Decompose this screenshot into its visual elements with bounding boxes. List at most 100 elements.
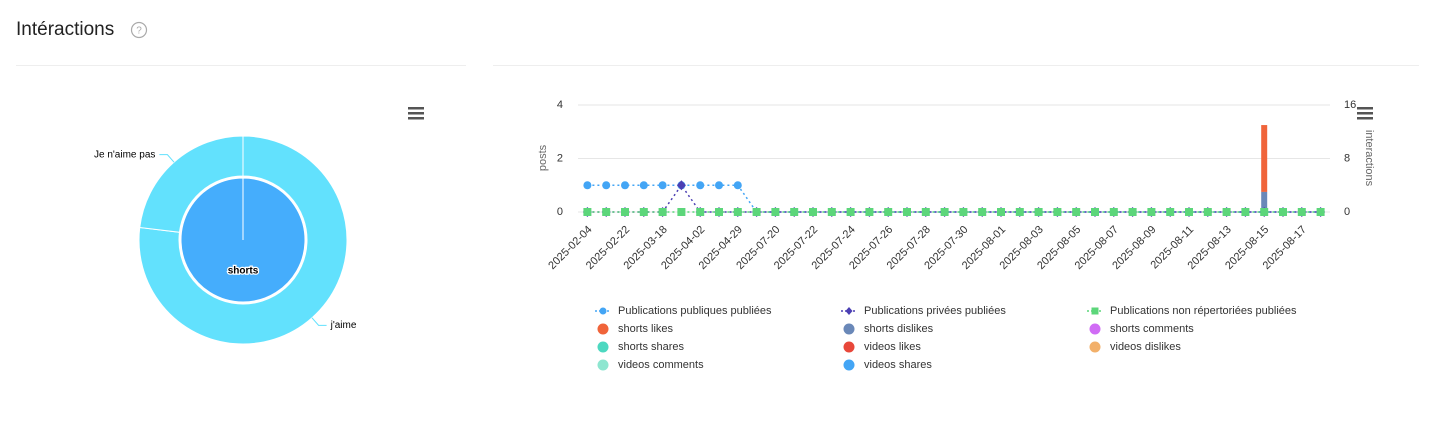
menu-button[interactable] [408, 107, 424, 120]
title: Intéractions [16, 19, 114, 40]
pie-slice [138, 135, 348, 345]
y-tick-label: 4 [557, 99, 563, 111]
marker [1034, 208, 1043, 216]
legend-item[interactable]: videos shares [843, 359, 933, 371]
marker [715, 208, 723, 216]
marker [1316, 208, 1325, 216]
marker [696, 181, 705, 190]
legend-item[interactable]: videos comments [597, 359, 705, 371]
legend-label: Publications privées publiées [864, 305, 1006, 317]
legend-label: videos comments [618, 359, 704, 371]
menu-button[interactable] [1357, 107, 1373, 120]
bar [1261, 125, 1268, 192]
legend-label: videos likes [864, 341, 921, 353]
svg-text:?: ? [136, 26, 142, 37]
legend-item[interactable]: shorts likes [597, 323, 674, 335]
legend-label: Publications non répertoriées publiées [1110, 305, 1297, 317]
marker [1128, 208, 1137, 216]
legend-symbol [597, 341, 609, 353]
marker [978, 208, 987, 216]
label-connector [311, 317, 327, 326]
marker [677, 208, 686, 216]
marker [903, 208, 911, 216]
marker [959, 208, 968, 216]
marker [1166, 208, 1175, 216]
marker [1109, 208, 1118, 216]
marker [639, 181, 648, 190]
marker [997, 208, 1005, 216]
legend-label: shorts comments [1110, 323, 1194, 335]
marker [790, 208, 799, 216]
legend-symbol [843, 341, 855, 353]
marker [1072, 208, 1081, 216]
marker [676, 180, 686, 191]
marker [639, 208, 648, 216]
marker [1053, 208, 1062, 216]
marker [733, 208, 742, 216]
marker [884, 208, 893, 216]
legend-item[interactable]: Publications publiques publiées [595, 305, 772, 317]
marker [583, 181, 592, 190]
legend-label: videos shares [864, 359, 932, 371]
marker [1260, 208, 1269, 216]
marker [583, 208, 592, 216]
marker [752, 208, 761, 216]
slice-label: j'aime [330, 320, 357, 331]
marker [1203, 208, 1212, 216]
marker [865, 208, 874, 216]
legend-symbol [599, 307, 607, 315]
legend-symbol [597, 323, 609, 335]
y-tick-label: 0 [557, 206, 563, 218]
marker [1185, 208, 1193, 216]
marker [1147, 208, 1156, 216]
marker [658, 181, 667, 190]
slice-label: Je n'aime pas [94, 149, 155, 160]
legend-symbol [845, 307, 853, 315]
legend-item[interactable]: Publications non répertoriées publiées [1087, 305, 1297, 317]
marker [921, 208, 930, 216]
legend-label: videos dislikes [1110, 341, 1181, 353]
marker [1297, 208, 1306, 216]
slice-label: shorts [228, 266, 259, 277]
legend-item[interactable]: Publications privées publiées [841, 305, 1006, 317]
marker [621, 208, 629, 216]
legend-item[interactable]: videos likes [843, 341, 922, 353]
y2-tick-label: 8 [1344, 152, 1350, 164]
legend-symbol [597, 359, 609, 371]
marker [771, 208, 780, 216]
legend-symbol [1091, 307, 1099, 315]
y2-axis-title: interactions [1363, 130, 1375, 187]
marker [940, 208, 949, 216]
marker [1015, 208, 1024, 216]
legend-symbol [1089, 323, 1101, 335]
legend-item[interactable]: shorts shares [597, 341, 685, 353]
y2-tick-label: 0 [1344, 206, 1350, 218]
legend-item[interactable]: shorts dislikes [843, 323, 934, 335]
y-axis-title: posts [537, 144, 549, 171]
help-icon[interactable]: ? [130, 21, 148, 39]
y2-tick-label: 16 [1344, 99, 1356, 111]
marker [602, 208, 611, 216]
marker [658, 208, 667, 216]
pie-slice [139, 135, 244, 233]
marker [1222, 208, 1231, 216]
marker [809, 208, 817, 216]
marker [602, 181, 611, 190]
marker [846, 208, 855, 216]
label-connector [159, 154, 175, 163]
legend-item[interactable]: shorts comments [1089, 323, 1195, 335]
legend-label: shorts likes [618, 323, 674, 335]
bar [1261, 191, 1268, 212]
legend-item[interactable]: videos dislikes [1089, 341, 1182, 353]
marker [733, 181, 742, 190]
marker [621, 181, 629, 190]
legend-symbol [843, 323, 855, 335]
legend-label: Publications publiques publiées [618, 305, 772, 317]
y-tick-label: 2 [557, 152, 563, 164]
legend-symbol [843, 359, 855, 371]
marker [827, 208, 836, 216]
pie-slice [180, 177, 306, 303]
marker [1091, 208, 1099, 216]
